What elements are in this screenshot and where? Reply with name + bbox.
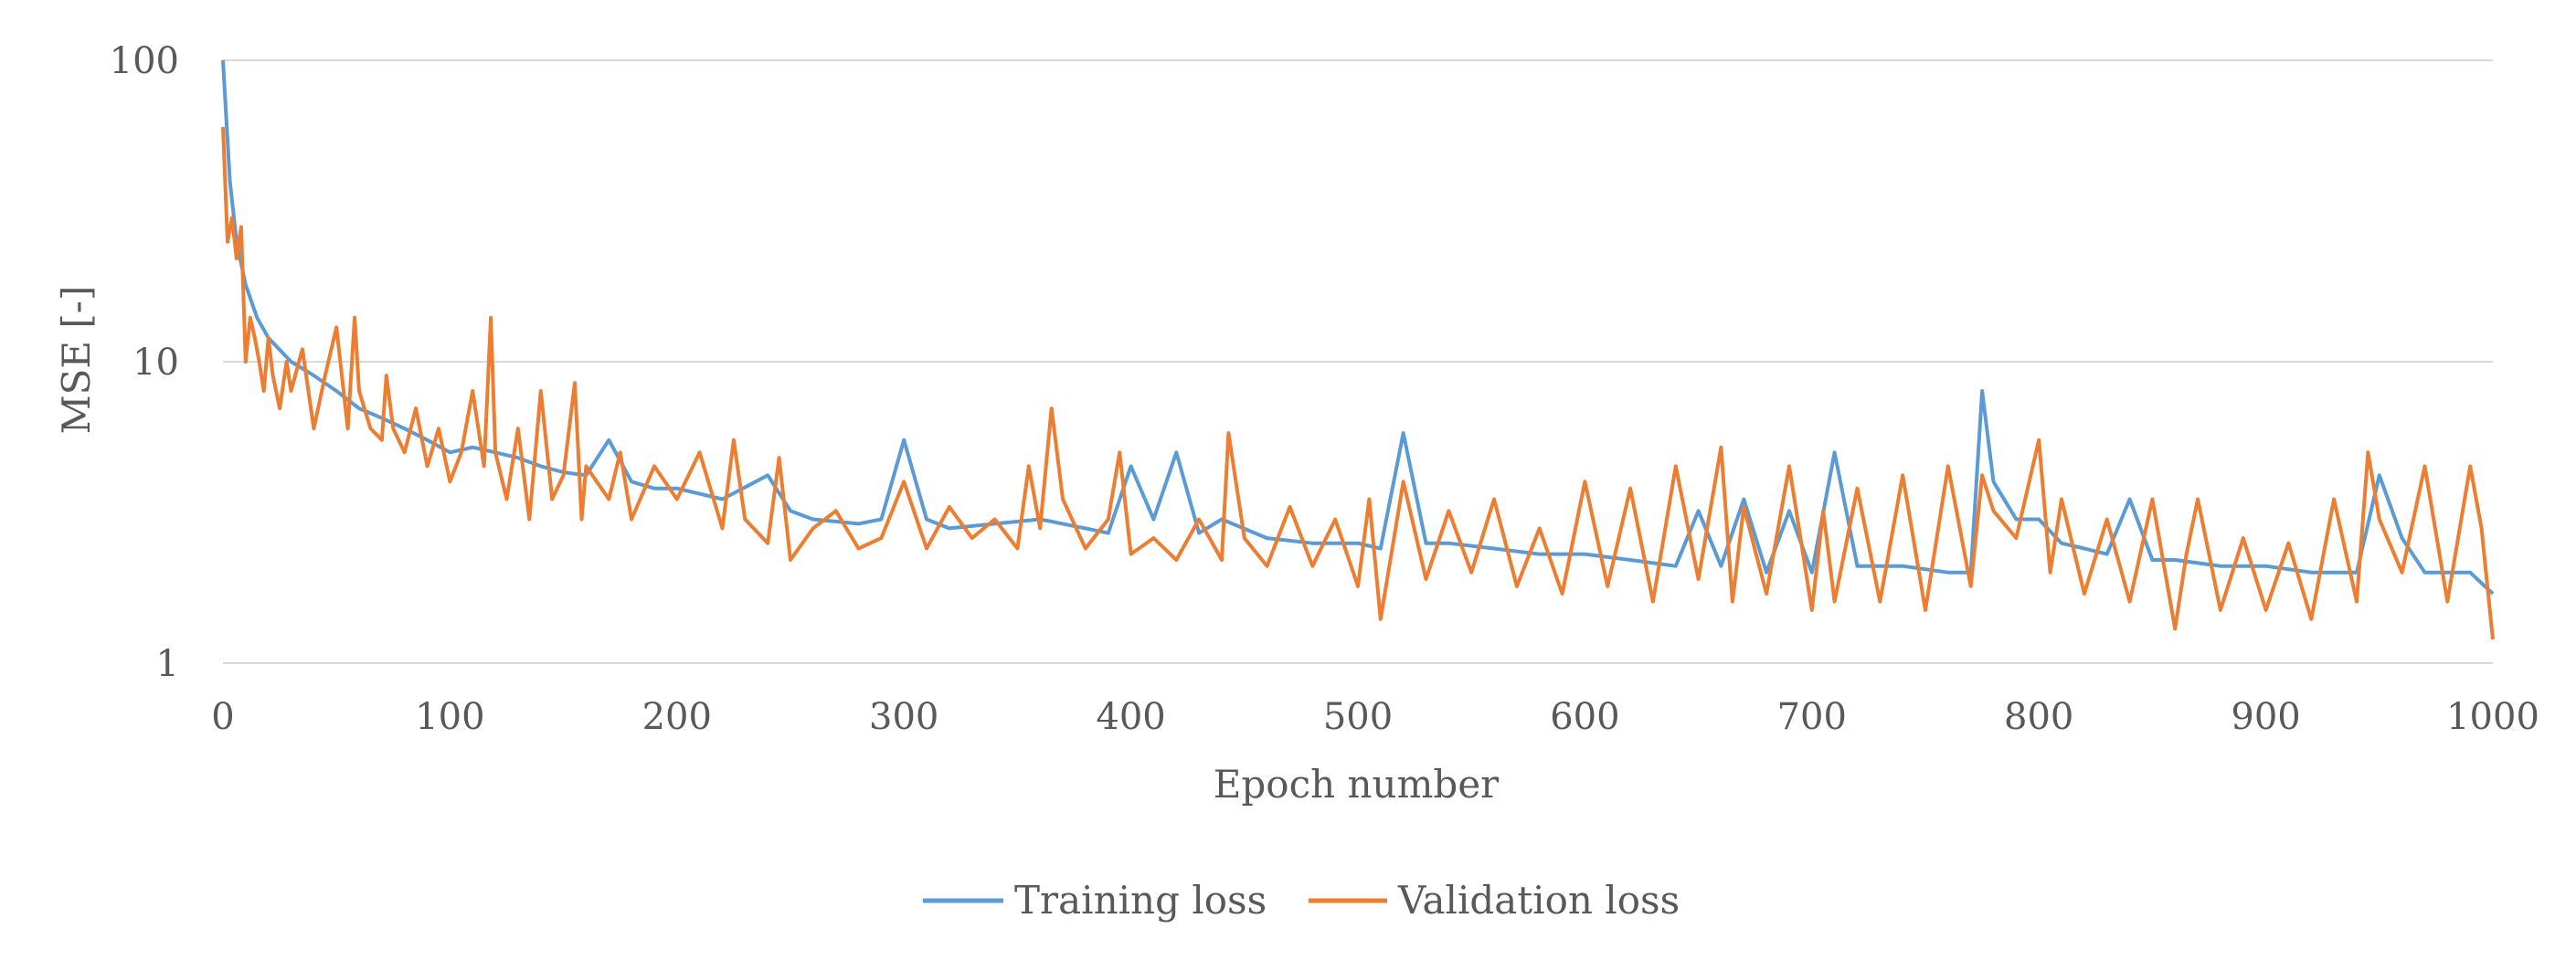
validation-loss-line [221, 127, 2495, 640]
training-loss-line [221, 59, 2495, 596]
x-tick-label: 700 [1777, 696, 1847, 738]
x-tick-label: 0 [211, 696, 234, 738]
x-tick-label: 500 [1323, 696, 1393, 738]
x-tick-label: 600 [1550, 696, 1619, 738]
y-tick-label: 1 [156, 643, 179, 685]
y-tick-label: 100 [110, 40, 179, 82]
x-tick-label: 1000 [2446, 696, 2539, 738]
y-axis-ticks: 1 10 100 [110, 40, 179, 685]
series-lines [221, 59, 2495, 640]
x-tick-label: 100 [415, 696, 484, 738]
x-axis-title: Epoch number [1214, 762, 1500, 807]
legend: Training loss Validation loss [923, 878, 1680, 923]
x-tick-label: 300 [869, 696, 938, 738]
legend-label-training: Training loss [1014, 878, 1267, 923]
gridlines [223, 59, 2493, 664]
legend-label-validation: Validation loss [1397, 878, 1680, 923]
x-tick-label: 400 [1096, 696, 1165, 738]
x-axis-ticks: 0 100 200 300 400 500 600 700 800 900 1000 [211, 696, 2539, 738]
x-tick-label: 800 [2004, 696, 2073, 738]
x-tick-label: 200 [642, 696, 712, 738]
x-tick-label: 900 [2231, 696, 2300, 738]
y-axis-title: MSE [-] [54, 286, 99, 435]
y-tick-label: 10 [133, 342, 179, 384]
